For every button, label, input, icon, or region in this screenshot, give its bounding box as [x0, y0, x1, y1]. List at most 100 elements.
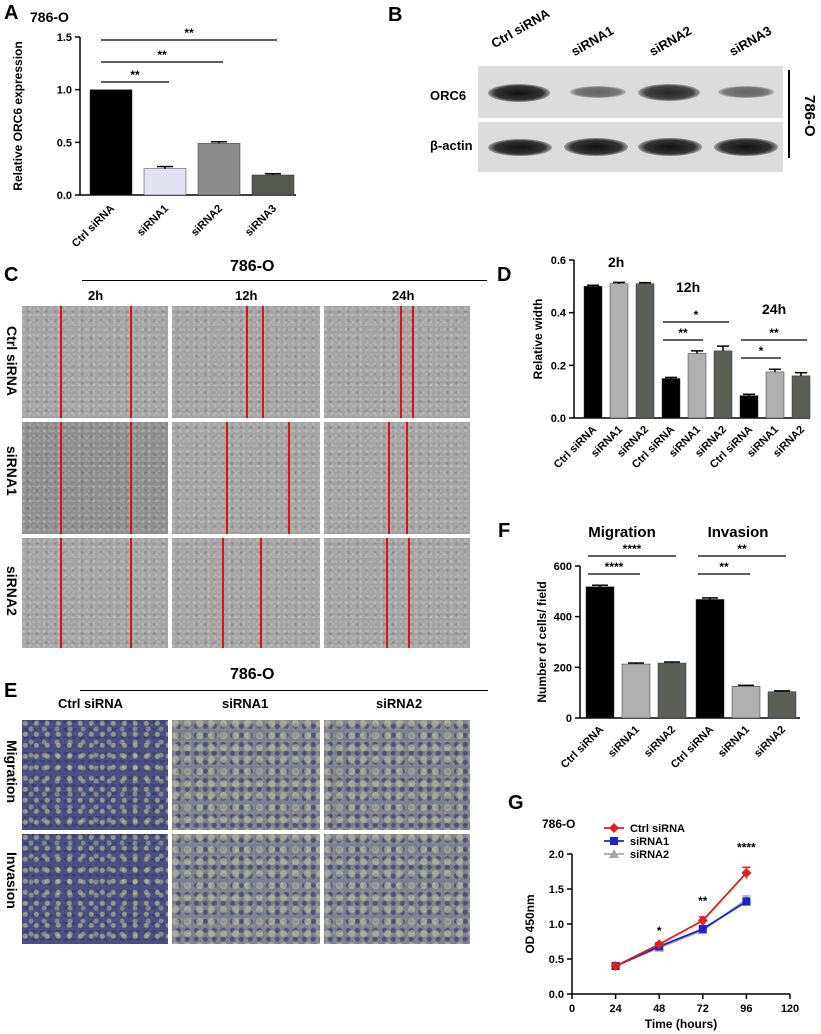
x-tick-label: 0: [569, 1003, 575, 1015]
panel-c-cell-line: 786-O: [230, 258, 275, 275]
x-tick-label: Ctrl siRNA: [70, 203, 117, 250]
x-tick-label: Ctrl siRNA: [559, 724, 606, 771]
row-label: siRNA2: [4, 566, 20, 616]
bar: [197, 143, 241, 196]
y-tick-label: 0.0: [57, 190, 72, 202]
data-point: [742, 897, 751, 906]
panel-letter-g: G: [508, 792, 524, 814]
scratch-image: [22, 538, 168, 648]
row-label-wrap: Invasion: [2, 852, 22, 942]
panel-letter-c: C: [4, 264, 19, 286]
y-tick-label: 0.5: [549, 954, 564, 966]
row-label-wrap: Migration: [2, 740, 22, 830]
chart-title: 786-O: [30, 9, 69, 25]
x-tick-label: siRNA2: [189, 203, 225, 239]
bar: [621, 663, 651, 719]
panel-letter-d: D: [497, 264, 512, 286]
y-tick-label: 0.5: [57, 137, 72, 149]
data-point: [697, 915, 708, 926]
row-label-wrap: siRNA2: [2, 566, 22, 646]
series-line: [615, 872, 748, 967]
y-tick-label: 400: [554, 612, 572, 624]
y-tick-label: 2.0: [549, 849, 564, 861]
scratch-image: [22, 422, 168, 534]
y-tick-label: 1.5: [57, 32, 72, 44]
blot-lane-label: siRNA2: [646, 22, 695, 59]
bar: [583, 286, 603, 419]
header-divider: [80, 690, 488, 691]
y-axis-label: Number of cells/ field: [535, 581, 549, 702]
group-label: 12h: [676, 279, 700, 295]
significance-label: **: [130, 68, 140, 82]
scratch-image: [324, 538, 470, 648]
panel-letter-e: E: [4, 680, 18, 702]
x-tick-label: siRNA1: [135, 203, 171, 239]
blot-row-label: ORC6: [430, 88, 467, 103]
header-divider: [82, 280, 487, 281]
scratch-image: [324, 422, 470, 534]
significance-label: ****: [623, 542, 642, 556]
bar: [585, 586, 615, 719]
bar: [609, 283, 629, 419]
y-tick-label: 0.4: [551, 308, 567, 320]
x-tick-label: siRNA1: [606, 724, 642, 760]
y-tick-label: 0.0: [549, 989, 564, 1001]
bar: [791, 375, 811, 419]
bar: [635, 283, 655, 419]
blot-lane-label: siRNA1: [568, 22, 617, 59]
data-point: [610, 961, 621, 971]
significance-label: **: [719, 560, 729, 574]
y-tick-label: 1.0: [549, 919, 564, 931]
y-tick-label: 1.5: [549, 884, 564, 896]
group-label: 2h: [608, 254, 624, 270]
column-label: siRNA1: [222, 696, 269, 711]
chart-a-orc6-expression: 786-O 0.0 0.5 1.0 1.5 Relative ORC6 expressio…: [11, 9, 296, 250]
x-tick-label: 96: [740, 1003, 752, 1015]
row-label: siRNA1: [4, 446, 20, 496]
scratch-image: [324, 306, 470, 418]
blot-strip-actin: [478, 122, 783, 172]
data-point: [741, 867, 752, 878]
blot-row-label: β-actin: [430, 138, 473, 153]
y-axis-label: OD 450nm: [523, 894, 537, 953]
data-point: [654, 939, 665, 950]
bar: [767, 691, 797, 719]
row-label-wrap: siRNA1: [2, 446, 22, 536]
y-tick-label: 200: [554, 662, 572, 674]
bar: [251, 174, 295, 196]
column-label: Ctrl siRNA: [58, 696, 124, 711]
bar: [739, 395, 759, 419]
data-point: [609, 849, 619, 858]
legend-label: Ctrl siRNA: [630, 823, 685, 835]
transwell-image: [324, 720, 470, 830]
bar: [143, 168, 187, 196]
x-tick-label: siRNA2: [752, 724, 788, 760]
x-tick-label: siRNA2: [642, 724, 678, 760]
blot-cellline-bracket: [788, 70, 790, 158]
row-label-wrap: Ctrl siRNA: [2, 326, 22, 416]
data-point: [609, 823, 619, 833]
significance-label: **: [678, 326, 688, 340]
blot-lane-label: siRNA3: [726, 22, 775, 59]
significance-label: *: [759, 344, 764, 358]
blot-lane-label: Ctrl siRNA: [488, 5, 553, 51]
panel-letter-a: A: [4, 2, 19, 24]
significance-label: **: [157, 48, 167, 62]
transwell-image: [324, 834, 470, 944]
chart-f-cell-count: 0 200 400 600 Number of cells/ field Ctrl siR…: [535, 524, 800, 771]
bar: [765, 371, 785, 419]
chart-g-proliferation: 786-O 0.0 0.5 1.0 1.5 2.0 OD 450nm 0 24 48 72 96 120…: [523, 817, 799, 1031]
bar: [713, 350, 733, 419]
scratch-image: [172, 538, 320, 648]
scratch-image: [22, 306, 168, 418]
panel-c-header: 786-O 2h 12h 24h: [0, 256, 490, 306]
western-blot-panel: Ctrl siRNA siRNA1 siRNA2 siRNA3 ORC6 β-a…: [410, 0, 821, 180]
x-axis-label: Time (hours): [645, 1017, 717, 1031]
data-point: [610, 837, 618, 845]
row-label: Invasion: [4, 852, 20, 909]
bar: [657, 662, 687, 719]
legend-label: siRNA2: [630, 849, 669, 861]
significance-label: **: [769, 326, 779, 340]
blot-cellline-label: 786-O: [801, 95, 818, 137]
